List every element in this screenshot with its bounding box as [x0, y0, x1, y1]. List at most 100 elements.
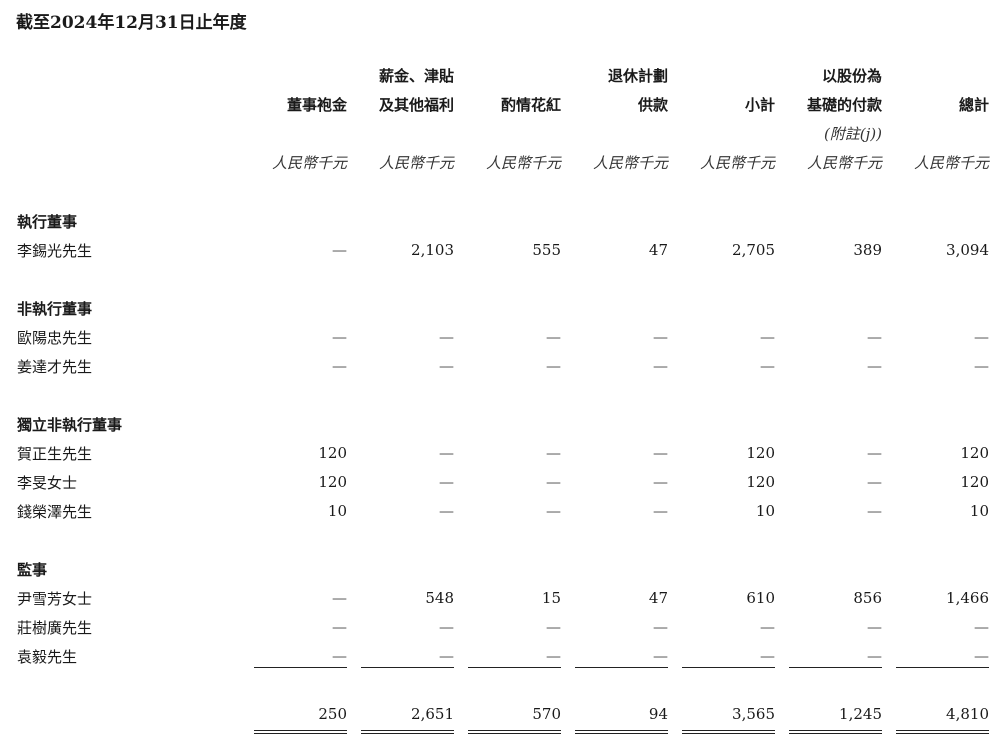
table-cell: — — [653, 618, 668, 636]
remuneration-table: 薪金、津貼 退休計劃 以股份為 董事袍金 及其他福利 酌情花紅 供款 小計 基礎的付款 總計 (附註… — [0, 62, 1000, 734]
spacer — [0, 265, 1000, 294]
table-cell: — — [760, 328, 775, 346]
table-title: 截至2024年12月31日止年度 — [16, 13, 247, 33]
table-cell: 人民幣千元 — [806, 154, 882, 172]
table-row: 莊樹廣先生 — — — — — — — — [0, 613, 1000, 642]
table-cell: — — [439, 328, 454, 346]
table-cell: — — [682, 642, 775, 668]
table-cell: — — [439, 502, 454, 520]
header-row-2: 董事袍金 及其他福利 酌情花紅 供款 小計 基礎的付款 總計 — [0, 91, 1000, 120]
table-cell: 供款 — [637, 96, 668, 114]
table-cell: 2,651 — [361, 700, 454, 734]
table-cell: — — [439, 357, 454, 375]
section-header: 獨立非執行董事 — [0, 410, 1000, 439]
table-cell: — — [332, 618, 347, 636]
table-cell: 10 — [969, 502, 989, 520]
header-units-row: 人民幣千元 人民幣千元 人民幣千元 人民幣千元 人民幣千元 人民幣千元 人民幣千元 — [0, 149, 1000, 178]
table-cell: — — [361, 642, 454, 668]
table-cell: — — [867, 473, 882, 491]
table-cell: — — [332, 328, 347, 346]
table-cell: — — [867, 618, 882, 636]
table-cell: 120 — [960, 473, 989, 491]
table-cell: 及其他福利 — [378, 96, 454, 114]
section-header: 非執行董事 — [0, 294, 1000, 323]
table-cell: 人民幣千元 — [592, 154, 668, 172]
table-cell: — — [974, 328, 989, 346]
table-cell: 120 — [746, 473, 775, 491]
table-cell: 人民幣千元 — [699, 154, 775, 172]
table-row: 歐陽忠先生 — — — — — — — — [0, 323, 1000, 352]
table-cell: — — [468, 642, 561, 668]
table-cell: 以股份為 — [821, 67, 882, 85]
table-cell: 人民幣千元 — [485, 154, 561, 172]
table-cell: — — [653, 473, 668, 491]
section-header: 執行董事 — [0, 207, 1000, 236]
table-cell: (附註(j)) — [823, 125, 882, 143]
table-cell: 610 — [746, 589, 775, 607]
table-cell: — — [332, 241, 347, 259]
table-cell: 4,810 — [896, 700, 989, 734]
table-cell: 47 — [648, 589, 668, 607]
table-cell: — — [546, 444, 561, 462]
row-label: 錢榮澤先生 — [17, 503, 93, 521]
table-cell: — — [653, 502, 668, 520]
table-cell: 548 — [425, 589, 454, 607]
table-cell: — — [789, 642, 882, 668]
table-cell: — — [653, 357, 668, 375]
table-row: 李旻女士 120 — — — 120 — 120 — [0, 468, 1000, 497]
spacer — [0, 381, 1000, 410]
row-label: 歐陽忠先生 — [17, 329, 93, 347]
row-label: 姜達才先生 — [17, 358, 93, 376]
spacer — [0, 526, 1000, 555]
row-label: 莊樹廣先生 — [17, 619, 93, 637]
table-row: 李錫光先生 — 2,103 555 47 2,705 389 3,094 — [0, 236, 1000, 265]
row-label: 非執行董事 — [17, 300, 93, 318]
spacer — [0, 178, 1000, 207]
table-cell: — — [546, 357, 561, 375]
table-cell: — — [546, 618, 561, 636]
table-cell: 人民幣千元 — [378, 154, 454, 172]
table-row: 袁毅先生 — — — — — — — — [0, 642, 1000, 671]
table-cell: 2,103 — [411, 241, 454, 259]
row-label: 尹雪芳女士 — [17, 590, 93, 608]
table-cell: 3,565 — [682, 700, 775, 734]
spacer — [0, 671, 1000, 700]
table-cell: 總計 — [958, 96, 989, 114]
table-cell: 250 — [254, 700, 347, 734]
total-row: 250 2,651 570 94 3,565 1,245 4,810 — [0, 700, 1000, 734]
table-cell: 退休計劃 — [607, 67, 668, 85]
table-row: 姜達才先生 — — — — — — — — [0, 352, 1000, 381]
table-cell: — — [974, 357, 989, 375]
table-cell: 薪金、津貼 — [378, 67, 454, 85]
table-cell: 94 — [575, 700, 668, 734]
table-cell: 1,245 — [789, 700, 882, 734]
table-cell: — — [546, 473, 561, 491]
table-cell: 389 — [853, 241, 882, 259]
table-cell: 人民幣千元 — [913, 154, 989, 172]
table-cell: — — [867, 328, 882, 346]
table-cell: 47 — [648, 241, 668, 259]
table-cell: — — [546, 328, 561, 346]
table-row: 賀正生先生 120 — — — 120 — 120 — [0, 439, 1000, 468]
table-cell: — — [332, 357, 347, 375]
table-cell: — — [332, 589, 347, 607]
table-cell: 2,705 — [732, 241, 775, 259]
table-cell: — — [867, 444, 882, 462]
row-label: 袁毅先生 — [17, 648, 78, 666]
table-cell: 10 — [755, 502, 775, 520]
table-cell: 120 — [318, 444, 347, 462]
table-cell: 酌情花紅 — [500, 96, 561, 114]
table-cell: — — [653, 444, 668, 462]
row-label: 賀正生先生 — [17, 445, 93, 463]
table-cell: — — [439, 618, 454, 636]
table-row: 尹雪芳女士 — 548 15 47 610 856 1,466 — [0, 584, 1000, 613]
header-row-1: 薪金、津貼 退休計劃 以股份為 — [0, 62, 1000, 91]
table-cell: 570 — [468, 700, 561, 734]
section-header: 監事 — [0, 555, 1000, 584]
table-cell: — — [254, 642, 347, 668]
table-cell: 120 — [746, 444, 775, 462]
table-cell: 人民幣千元 — [271, 154, 347, 172]
table-cell: — — [867, 357, 882, 375]
table-cell: 15 — [541, 589, 561, 607]
row-label: 執行董事 — [17, 213, 78, 231]
